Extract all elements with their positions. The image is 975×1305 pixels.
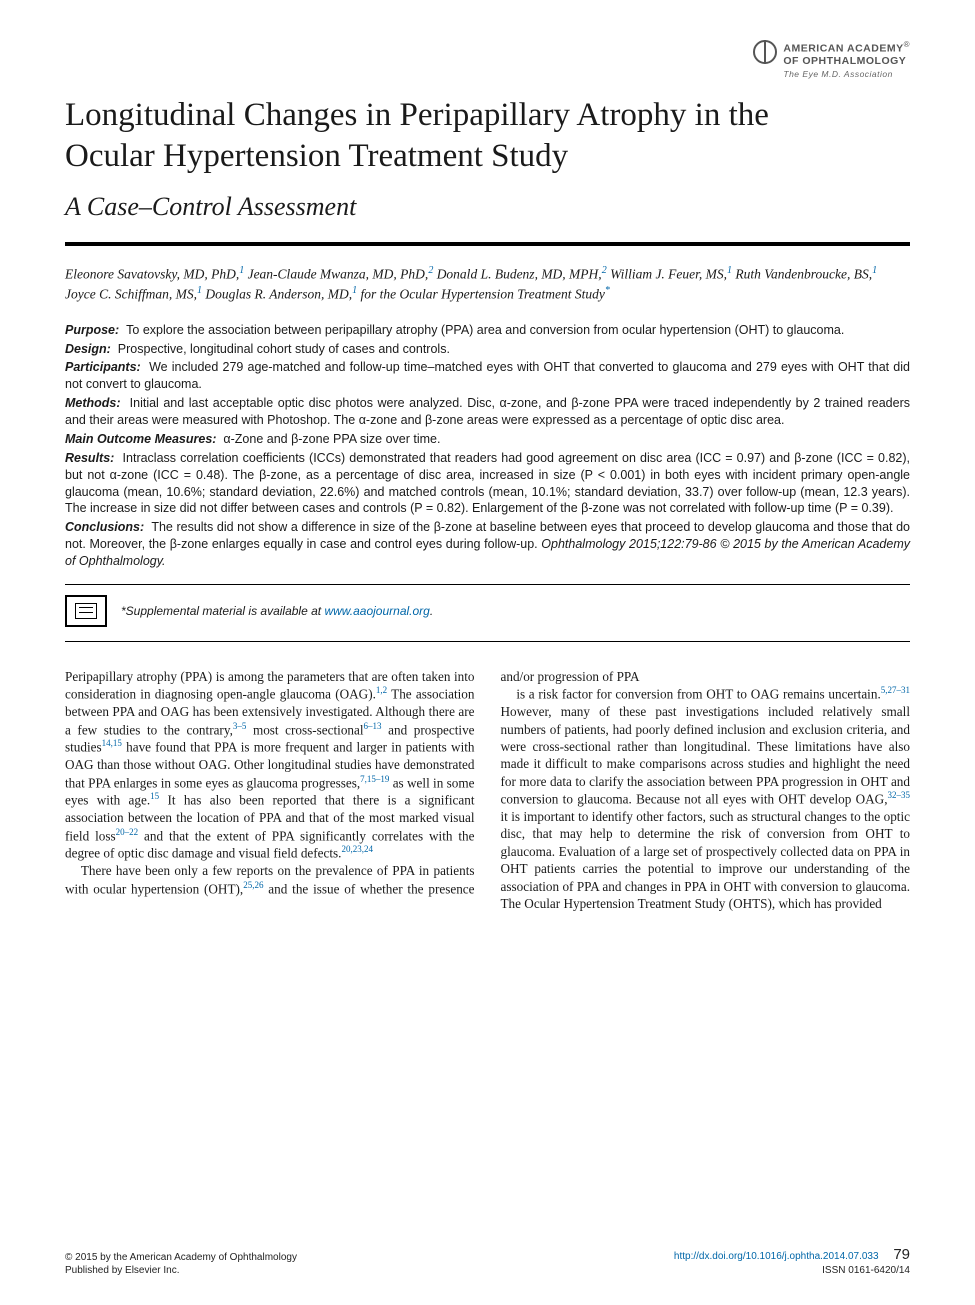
page-number: 79 (893, 1245, 910, 1265)
author-list: Eleonore Savatovsky, MD, PhD,1 Jean-Clau… (65, 264, 910, 304)
abstract-outcomes: Main Outcome Measures: α-Zone and β-zone… (65, 431, 910, 448)
body-paragraph-1: Peripapillary atrophy (PPA) is among the… (65, 668, 475, 862)
logo-tagline: The Eye M.D. Association (783, 69, 910, 79)
abstract-participants: Participants: We included 279 age-matche… (65, 359, 910, 393)
abstract-conclusions: Conclusions: The results did not show a … (65, 519, 910, 570)
supplement-icon (65, 595, 107, 627)
abstract-purpose: Purpose: To explore the association betw… (65, 322, 910, 339)
article-title: Longitudinal Changes in Peripapillary At… (65, 95, 785, 178)
article-subtitle: A Case–Control Assessment (65, 192, 910, 222)
rule-above-supplement (65, 584, 910, 585)
footer-publisher: Published by Elsevier Inc. (65, 1264, 297, 1277)
footer-right: http://dx.doi.org/10.1016/j.ophtha.2014.… (674, 1245, 910, 1278)
logo-mark-icon (753, 40, 777, 64)
footer-issn: ISSN 0161-6420/14 (674, 1264, 910, 1277)
rule-below-title (65, 242, 910, 246)
footer-doi-link[interactable]: http://dx.doi.org/10.1016/j.ophtha.2014.… (674, 1251, 879, 1262)
logo-line1: AMERICAN ACADEMY (783, 42, 903, 54)
publisher-logo: AMERICAN ACADEMY® OF OPHTHALMOLOGY The E… (753, 40, 910, 79)
logo-registered-mark: ® (904, 40, 910, 49)
supplement-text: *Supplemental material is available at w… (121, 604, 433, 618)
footer-left: © 2015 by the American Academy of Ophtha… (65, 1251, 297, 1277)
logo-line2: OF OPHTHALMOLOGY (783, 55, 910, 68)
abstract-design: Design: Prospective, longitudinal cohort… (65, 341, 910, 358)
supplement-link[interactable]: www.aaojournal.org (324, 604, 429, 618)
abstract-methods: Methods: Initial and last acceptable opt… (65, 395, 910, 429)
logo-text: AMERICAN ACADEMY® OF OPHTHALMOLOGY The E… (783, 40, 910, 79)
supplement-note: *Supplemental material is available at w… (65, 595, 910, 627)
abstract-results: Results: Intraclass correlation coeffici… (65, 450, 910, 518)
body-paragraph-3: is a risk factor for conversion from OHT… (501, 685, 911, 912)
abstract-block: Purpose: To explore the association betw… (65, 322, 910, 570)
article-body: Peripapillary atrophy (PPA) is among the… (65, 668, 910, 913)
footer-copyright: © 2015 by the American Academy of Ophtha… (65, 1251, 297, 1264)
rule-below-supplement (65, 641, 910, 642)
page-footer: © 2015 by the American Academy of Ophtha… (65, 1245, 910, 1278)
